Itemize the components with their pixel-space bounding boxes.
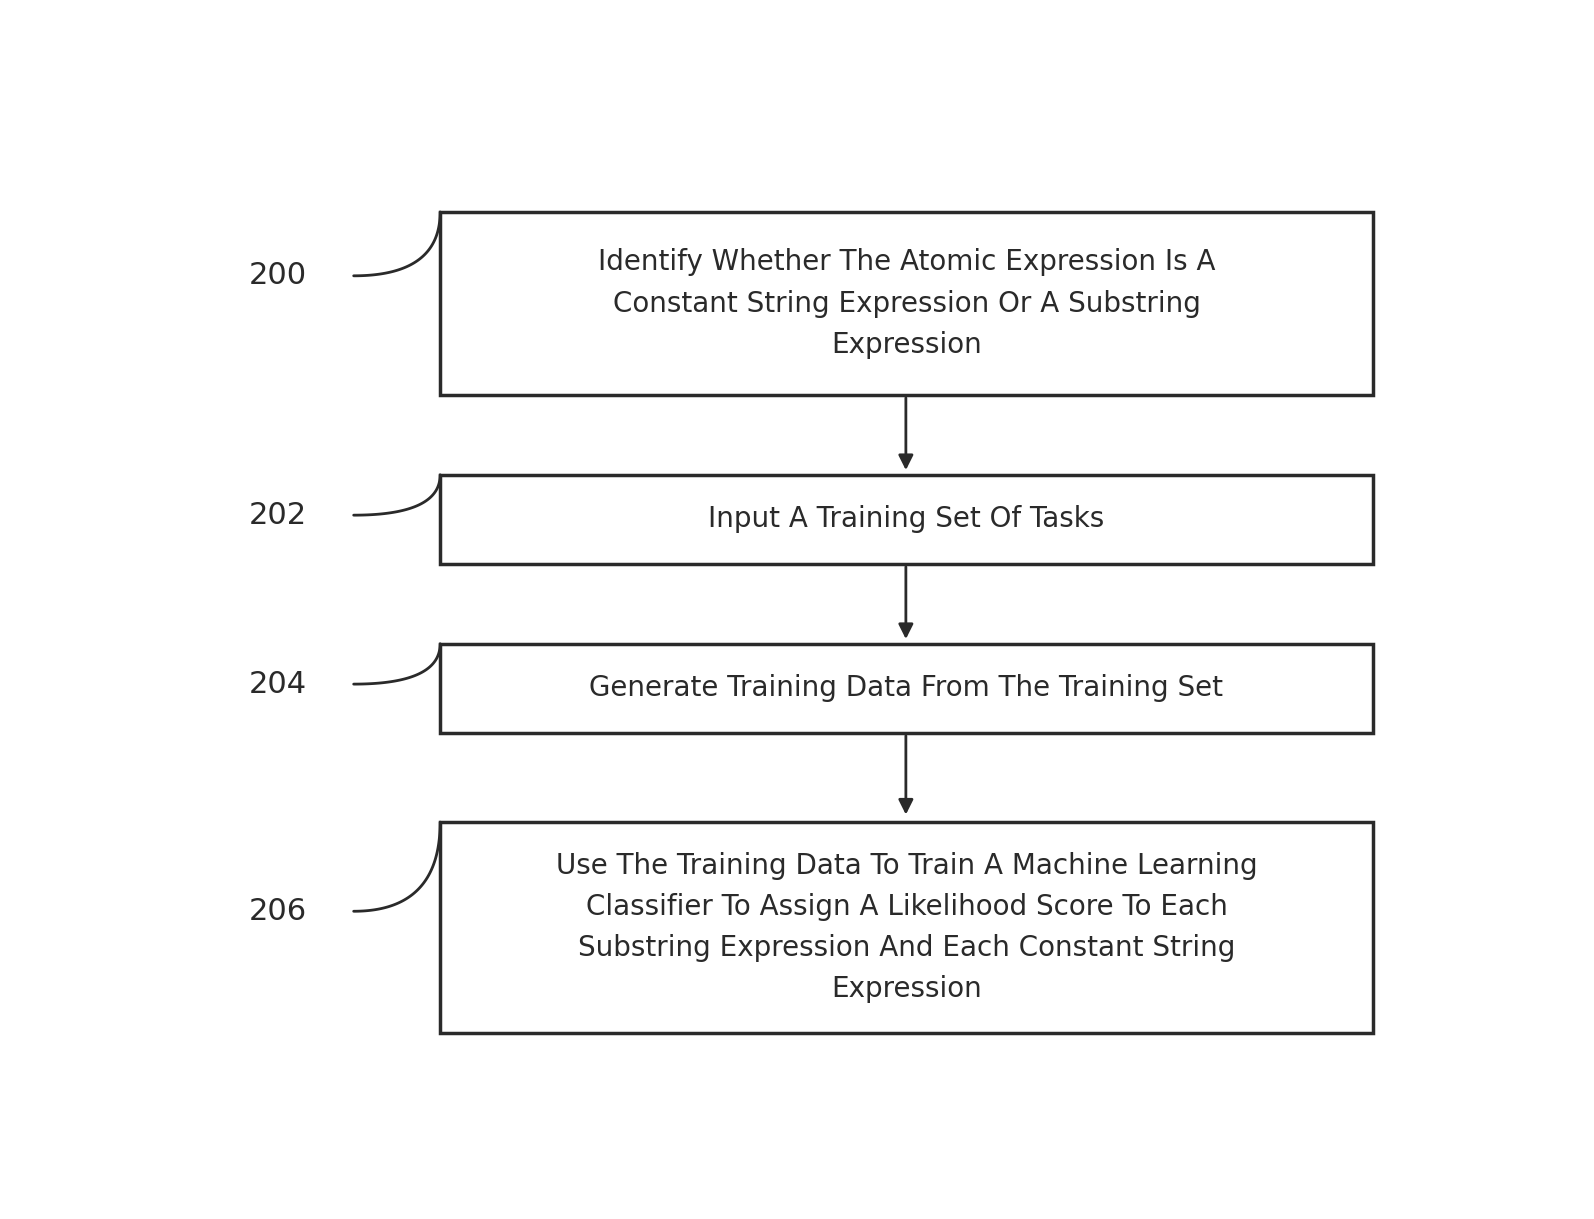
FancyBboxPatch shape	[440, 474, 1372, 564]
Text: Identify Whether The Atomic Expression Is A
Constant String Expression Or A Subs: Identify Whether The Atomic Expression I…	[598, 249, 1215, 358]
Text: 206: 206	[249, 897, 306, 925]
Text: 204: 204	[249, 669, 306, 698]
Text: Input A Training Set Of Tasks: Input A Training Set Of Tasks	[708, 506, 1105, 534]
Text: Use The Training Data To Train A Machine Learning
Classifier To Assign A Likelih: Use The Training Data To Train A Machine…	[556, 852, 1258, 1003]
Text: 200: 200	[249, 261, 306, 290]
FancyBboxPatch shape	[440, 644, 1372, 733]
Text: 202: 202	[249, 501, 306, 530]
Text: Generate Training Data From The Training Set: Generate Training Data From The Training…	[590, 674, 1224, 702]
FancyBboxPatch shape	[440, 822, 1372, 1034]
FancyBboxPatch shape	[440, 212, 1372, 395]
